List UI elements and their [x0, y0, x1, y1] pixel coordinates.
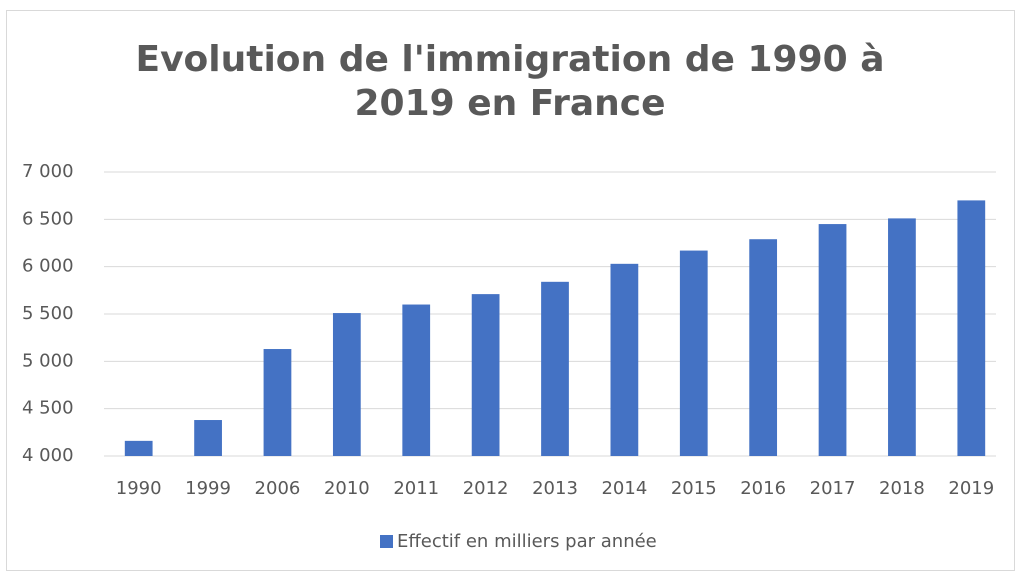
legend-label: Effectif en milliers par année	[397, 531, 657, 552]
bar	[332, 313, 361, 456]
y-tick-label: 7 000	[22, 161, 74, 182]
bar	[610, 263, 639, 456]
x-tick-label: 2010	[324, 478, 370, 499]
bar	[818, 224, 847, 456]
bar	[471, 294, 500, 456]
bar	[888, 218, 916, 456]
x-tick-label: 2015	[671, 478, 717, 499]
legend-swatch	[380, 535, 393, 548]
x-tick-label: 1999	[185, 478, 231, 499]
bar	[402, 304, 431, 456]
chart-title: Evolution de l'immigration de 1990 à 201…	[135, 39, 885, 124]
bar	[541, 281, 569, 456]
x-tick-label: 2019	[948, 478, 994, 499]
x-tick-label: 2014	[601, 478, 647, 499]
chart-border	[6, 10, 1015, 571]
bar	[124, 440, 153, 456]
y-tick-label: 4 500	[22, 398, 74, 419]
x-tick-label: 2017	[810, 478, 856, 499]
bar	[749, 239, 778, 456]
x-tick-label: 2011	[393, 478, 439, 499]
x-tick-label: 2018	[879, 478, 925, 499]
bar	[194, 420, 222, 456]
x-tick-label: 2012	[463, 478, 509, 499]
x-tick-label: 2013	[532, 478, 578, 499]
bar	[263, 349, 292, 456]
y-tick-label: 4 000	[22, 445, 74, 466]
x-tick-label: 2016	[740, 478, 786, 499]
y-tick-label: 6 000	[22, 256, 74, 277]
y-tick-label: 6 500	[22, 208, 74, 229]
y-tick-label: 5 000	[22, 350, 74, 371]
x-tick-label: 2006	[255, 478, 301, 499]
y-tick-label: 5 500	[22, 303, 74, 324]
x-tick-label: 1990	[116, 478, 162, 499]
bar	[679, 250, 708, 456]
bar	[957, 200, 986, 456]
